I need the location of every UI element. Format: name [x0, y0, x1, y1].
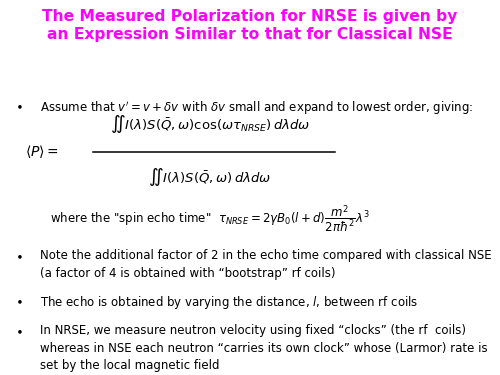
Text: $\bullet$: $\bullet$ [15, 294, 23, 307]
Text: $\iint I(\lambda)S(\bar{Q},\omega)\,d\lambda d\omega$: $\iint I(\lambda)S(\bar{Q},\omega)\,d\la… [148, 166, 272, 188]
Text: In NRSE, we measure neutron velocity using fixed “clocks” (the rf  coils)
wherea: In NRSE, we measure neutron velocity usi… [40, 324, 488, 372]
Text: The Measured Polarization for NRSE is given by
an Expression Similar to that for: The Measured Polarization for NRSE is gi… [42, 9, 458, 42]
Text: Note the additional factor of 2 in the echo time compared with classical NSE
(a : Note the additional factor of 2 in the e… [40, 249, 492, 280]
Text: The echo is obtained by varying the distance, $l$, between rf coils: The echo is obtained by varying the dist… [40, 294, 418, 311]
Text: $\bullet$: $\bullet$ [15, 249, 23, 262]
Text: where the "spin echo time"  $\tau_{NRSE} = 2\gamma B_0(l+d)\dfrac{m^2}{2\pi\hbar: where the "spin echo time" $\tau_{NRSE} … [50, 204, 370, 235]
Text: $\langle P \rangle =$: $\langle P \rangle =$ [25, 143, 59, 160]
Text: Assume that $v' = v + \delta v$ with $\delta v$ small and expand to lowest order: Assume that $v' = v + \delta v$ with $\d… [40, 99, 473, 117]
Text: $\bullet$: $\bullet$ [15, 99, 23, 112]
Text: $\bullet$: $\bullet$ [15, 324, 23, 338]
Text: $\iint I(\lambda)S(\bar{Q},\omega)\cos(\omega\tau_{NRSE})\,d\lambda d\omega$: $\iint I(\lambda)S(\bar{Q},\omega)\cos(\… [110, 113, 310, 135]
